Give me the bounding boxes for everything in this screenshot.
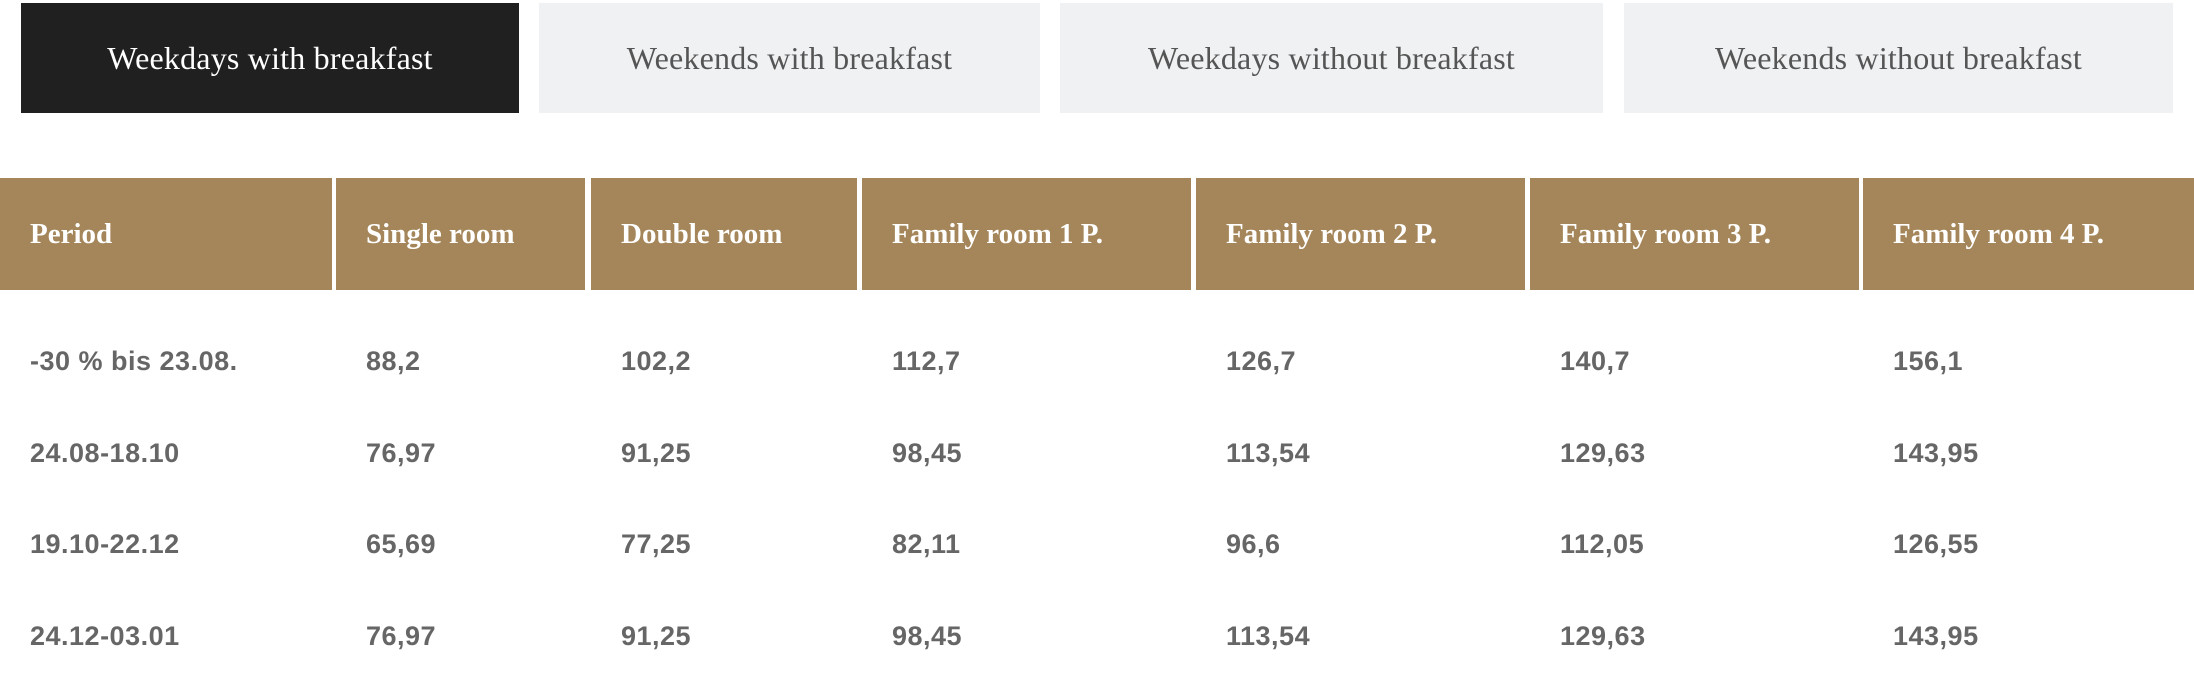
price-cell: 113,54 [1226,621,1311,651]
price-cell: 91,25 [621,438,692,468]
tab-weekdays-with-breakfast[interactable]: Weekdays with breakfast [21,3,519,113]
column-header: Family room 3 P. [1530,178,1859,290]
price-cell: 140,7 [1560,346,1631,376]
price-cell: 98,45 [892,621,963,651]
column-header: Family room 4 P. [1863,178,2194,290]
price-cell: 98,45 [892,438,963,468]
column-header: Family room 1 P. [862,178,1191,290]
price-cell: 91,25 [621,621,692,651]
price-cell: 129,63 [1560,438,1646,468]
price-cell: 156,1 [1893,346,1964,376]
tab-weekends-without-breakfast[interactable]: Weekends without breakfast [1624,3,2173,113]
tab-weekends-with-breakfast[interactable]: Weekends with breakfast [539,3,1040,113]
period-cell: -30 % bis 23.08. [30,346,238,376]
period-cell: 24.12-03.01 [30,621,180,651]
price-cell: 77,25 [621,529,692,559]
price-cell: 88,2 [366,346,421,376]
price-cell: 143,95 [1893,438,1979,468]
column-header: Family room 2 P. [1196,178,1525,290]
tab-weekdays-without-breakfast[interactable]: Weekdays without breakfast [1060,3,1603,113]
price-cell: 76,97 [366,621,437,651]
price-cell: 65,69 [366,529,437,559]
price-cell: 112,05 [1560,529,1645,559]
column-header: Period [0,178,332,290]
price-cell: 96,6 [1226,529,1281,559]
price-cell: 126,55 [1893,529,1979,559]
column-header: Single room [336,178,585,290]
period-cell: 19.10-22.12 [30,529,180,559]
price-cell: 76,97 [366,438,437,468]
price-cell: 129,63 [1560,621,1646,651]
price-cell: 143,95 [1893,621,1979,651]
column-header: Double room [591,178,857,290]
price-cell: 102,2 [621,346,692,376]
period-cell: 24.08-18.10 [30,438,180,468]
price-cell: 113,54 [1226,438,1311,468]
price-cell: 126,7 [1226,346,1297,376]
price-cell: 112,7 [892,346,961,376]
price-cell: 82,11 [892,529,961,559]
